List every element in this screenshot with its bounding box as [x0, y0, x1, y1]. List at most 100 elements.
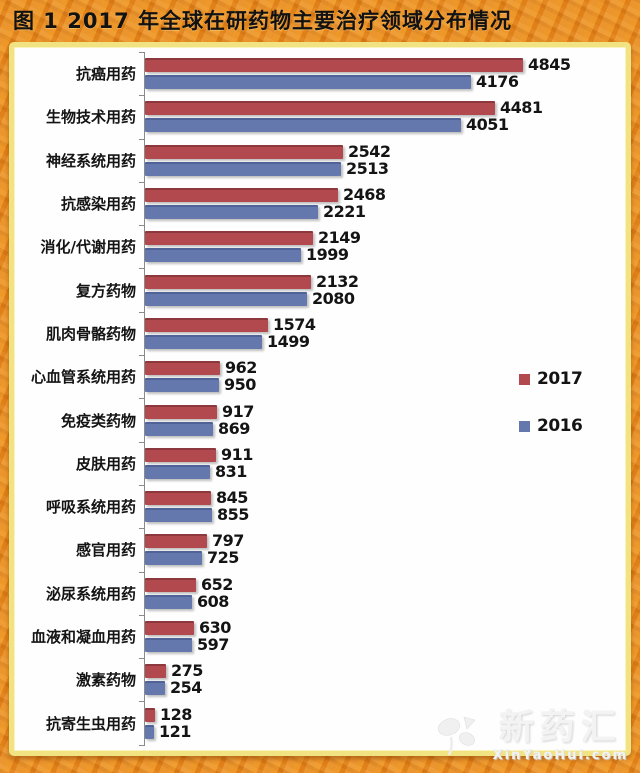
- chart-row: 呼吸系统用药 845 855: [14, 484, 626, 528]
- value-label-2016: 121: [159, 721, 191, 741]
- bar-2016: [145, 508, 212, 523]
- category-label: 皮肤用药: [75, 454, 136, 473]
- bar-line-2016: 597: [145, 637, 626, 653]
- bar-2016: [145, 378, 219, 393]
- bar-2016: [145, 205, 318, 220]
- bar-group: 2132 2080: [144, 271, 626, 306]
- bar-group: 1574 1499: [144, 316, 626, 351]
- chart-row: 抗癌用药 4845 4176: [14, 52, 626, 95]
- legend-swatch-2017-icon: [519, 373, 530, 385]
- legend-item-2017: 2017: [519, 369, 583, 389]
- value-label-2016: 950: [224, 375, 256, 395]
- bar-group: 2149 1999: [144, 230, 626, 265]
- value-label-2017: 911: [221, 444, 253, 464]
- value-label-2017: 652: [201, 574, 233, 594]
- category-label: 复方药物: [75, 281, 136, 300]
- chart-row: 抗寄生虫用药 128 121: [14, 701, 626, 744]
- value-label-2017: 630: [199, 618, 231, 637]
- value-label-2017: 4481: [500, 98, 543, 118]
- y-axis-line: [144, 52, 145, 746]
- bar-group: 630 597: [144, 618, 626, 653]
- bar-2017: [145, 491, 211, 506]
- bar-line-2017: 845: [145, 490, 626, 506]
- bar-2017: [145, 144, 343, 159]
- bar-line-2017: 962: [145, 360, 626, 376]
- category-label: 感官用药: [75, 541, 136, 560]
- value-label-2016: 1999: [306, 245, 349, 265]
- value-label-2016: 2513: [346, 158, 389, 178]
- category-label: 血液和凝血用药: [30, 628, 136, 646]
- bar-group: 128 121: [144, 706, 626, 741]
- value-label-2016: 1499: [267, 331, 310, 351]
- bar-2016: [145, 118, 461, 133]
- value-label-2016: 4176: [476, 72, 519, 92]
- bar-2017: [145, 404, 217, 419]
- bar-2016: [145, 291, 307, 306]
- bar-2017: [145, 447, 216, 462]
- bar-line-2016: 2221: [145, 202, 626, 222]
- bar-group: 917 869: [144, 401, 626, 438]
- category-label: 免疫类药物: [60, 411, 136, 430]
- bar-line-2017: 2132: [145, 271, 626, 291]
- bar-line-2016: 1999: [145, 245, 626, 265]
- bar-2016: [145, 638, 192, 652]
- bar-group: 962 950: [144, 360, 626, 395]
- value-label-2017: 4845: [528, 55, 571, 75]
- value-label-2016: 869: [218, 418, 250, 438]
- bar-line-2016: 1499: [145, 331, 626, 351]
- value-label-2017: 2468: [343, 185, 386, 205]
- bar-2016: [145, 464, 210, 479]
- chart-row: 皮肤用药 911 831: [14, 441, 626, 485]
- bar-line-2017: 2542: [145, 143, 626, 159]
- bar-2017: [145, 188, 338, 203]
- category-label: 肌肉骨骼药物: [45, 324, 136, 343]
- bar-line-2016: 855: [145, 507, 626, 523]
- bar-line-2017: 2149: [145, 230, 626, 246]
- bar-2016: [145, 248, 301, 263]
- category-label: 心血管系统用药: [30, 368, 136, 387]
- value-label-2016: 2221: [323, 202, 366, 222]
- chart-row: 抗感染用药 2468 2221: [14, 181, 626, 225]
- bar-line-2016: 950: [145, 375, 626, 395]
- bar-line-2016: 121: [145, 721, 626, 741]
- value-label-2017: 797: [212, 531, 244, 551]
- bar-2016: [145, 161, 341, 176]
- bar-2017: [145, 577, 196, 592]
- bar-2016: [145, 724, 154, 739]
- bar-chart: 抗癌用药 4845 4176 生物技术用药 4481 4051 神经: [14, 52, 626, 746]
- bar-group: 2468 2221: [144, 185, 626, 222]
- bar-line-2016: 2513: [145, 158, 626, 178]
- category-label: 泌尿系统用药: [45, 584, 136, 603]
- bar-2016: [145, 334, 262, 349]
- bar-line-2017: 2468: [145, 185, 626, 205]
- value-label-2016: 4051: [466, 115, 509, 135]
- value-label-2016: 831: [215, 461, 247, 481]
- bar-group: 275 254: [144, 663, 626, 696]
- value-label-2017: 2132: [316, 271, 359, 291]
- bar-line-2017: 911: [145, 444, 626, 464]
- value-label-2017: 917: [222, 401, 254, 421]
- value-label-2016: 725: [207, 548, 239, 568]
- bar-line-2016: 831: [145, 461, 626, 481]
- category-label: 呼吸系统用药: [45, 498, 136, 517]
- bar-line-2016: 725: [145, 548, 626, 568]
- bar-group: 911 831: [144, 444, 626, 481]
- chart-row: 血液和凝血用药 630 597: [14, 614, 626, 658]
- category-label: 抗癌用药: [75, 65, 136, 84]
- bar-group: 4845 4176: [144, 55, 626, 92]
- bar-group: 2542 2513: [144, 143, 626, 178]
- legend-item-2016: 2016: [519, 416, 583, 436]
- bar-2017: [145, 317, 268, 332]
- bar-line-2017: 1574: [145, 316, 626, 332]
- legend-label-2016: 2016: [537, 416, 583, 436]
- bar-2016: [145, 75, 471, 90]
- bar-2016: [145, 421, 213, 436]
- bar-2017: [145, 274, 311, 289]
- bar-2016: [145, 594, 192, 609]
- bar-group: 652 608: [144, 574, 626, 609]
- chart-row: 心血管系统用药 962 950: [14, 355, 626, 398]
- chart-row: 激素药物 275 254: [14, 658, 626, 701]
- bar-group: 797 725: [144, 531, 626, 568]
- chart-row: 消化/代谢用药 2149 1999: [14, 225, 626, 268]
- bar-group: 845 855: [144, 490, 626, 523]
